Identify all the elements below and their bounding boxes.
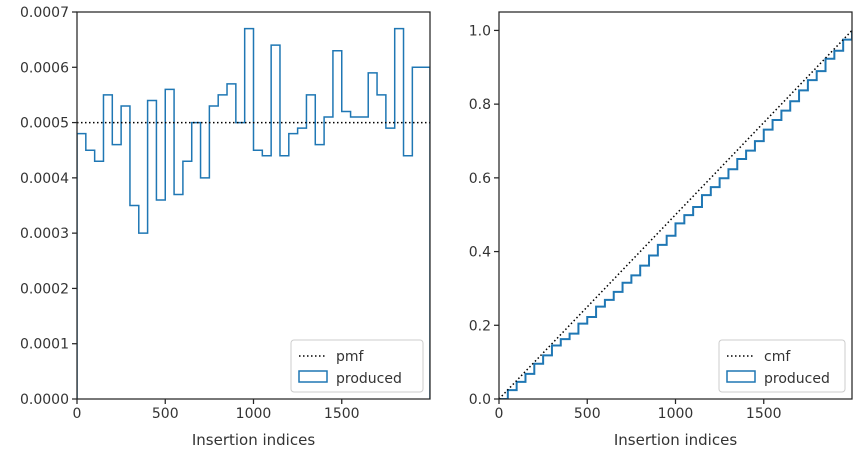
legend-pmf-label: pmf (336, 349, 365, 365)
y-tick-label: 0.0005 (20, 116, 69, 132)
legend-produced-swatch (298, 370, 328, 383)
y-tick-label: 0.0004 (20, 171, 69, 187)
legend: cmf produced (718, 339, 846, 393)
y-tick-label: 0.0 (469, 392, 491, 408)
produced-series-line (77, 27, 430, 399)
produced-series-line (499, 30, 852, 399)
cmf-reference-line (499, 29, 852, 399)
plot-area (499, 29, 852, 399)
x-tick-label: 500 (152, 406, 179, 422)
x-axis-label: Insertion indices (614, 431, 737, 449)
y-tick-label: 0.0007 (20, 5, 69, 21)
y-tick-label: 0.0003 (20, 226, 69, 242)
y-tick-label: 0.0006 (20, 60, 69, 76)
y-tick-label: 0.0001 (20, 337, 69, 353)
y-tick-label: 1.0 (469, 23, 491, 39)
right-cumulative-chart: 0 500 1000 1500 0.0 0.2 0.4 0.6 0.8 1.0 Insertion … (469, 11, 853, 449)
y-tick-label: 0.4 (469, 245, 491, 261)
legend-produced-label: produced (336, 371, 402, 387)
x-axis-label: Insertion indices (192, 431, 315, 449)
y-tick-label: 0.2 (469, 318, 491, 334)
legend-produced-label: produced (764, 371, 830, 387)
legend: pmf produced (290, 339, 424, 393)
y-tick-label: 0.8 (469, 97, 491, 113)
left-histogram-chart: 0 500 1000 1500 0.0000 0.0001 0.0002 0.0003 0.00… (20, 5, 431, 449)
plot-area (77, 27, 430, 399)
x-tick-label: 500 (574, 406, 601, 422)
x-tick-label: 0 (495, 406, 504, 422)
y-tick-label: 0.6 (469, 171, 491, 187)
x-tick-label: 1000 (658, 406, 694, 422)
x-tick-label: 1500 (324, 406, 360, 422)
legend-box (718, 339, 846, 393)
y-tick-label: 0.0000 (20, 392, 69, 408)
legend-produced-swatch (726, 370, 756, 383)
x-tick-label: 1500 (746, 406, 782, 422)
legend-cmf-label: cmf (764, 349, 791, 365)
x-tick-label: 1000 (236, 406, 272, 422)
y-tick-label: 0.0002 (20, 281, 69, 297)
legend-box (290, 339, 424, 393)
x-tick-label: 0 (73, 406, 82, 422)
